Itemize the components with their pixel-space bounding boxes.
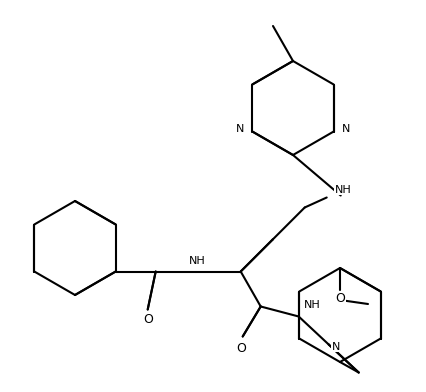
Text: NH: NH bbox=[304, 299, 320, 310]
Text: N: N bbox=[236, 125, 244, 134]
Text: N: N bbox=[342, 125, 350, 134]
Text: NH: NH bbox=[335, 185, 351, 194]
Text: O: O bbox=[236, 342, 246, 355]
Text: N: N bbox=[332, 341, 340, 352]
Text: NH: NH bbox=[189, 256, 206, 267]
Text: O: O bbox=[335, 292, 345, 305]
Text: O: O bbox=[143, 313, 153, 326]
